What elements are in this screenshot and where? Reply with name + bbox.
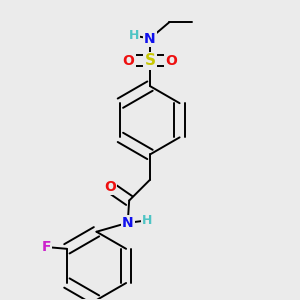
Text: S: S <box>145 53 155 68</box>
Text: N: N <box>122 216 134 230</box>
Text: N: N <box>144 32 156 46</box>
Text: F: F <box>41 240 51 254</box>
Text: O: O <box>166 54 177 68</box>
Text: H: H <box>128 29 139 42</box>
Text: O: O <box>123 54 134 68</box>
Text: H: H <box>142 214 152 227</box>
Text: O: O <box>104 180 116 194</box>
